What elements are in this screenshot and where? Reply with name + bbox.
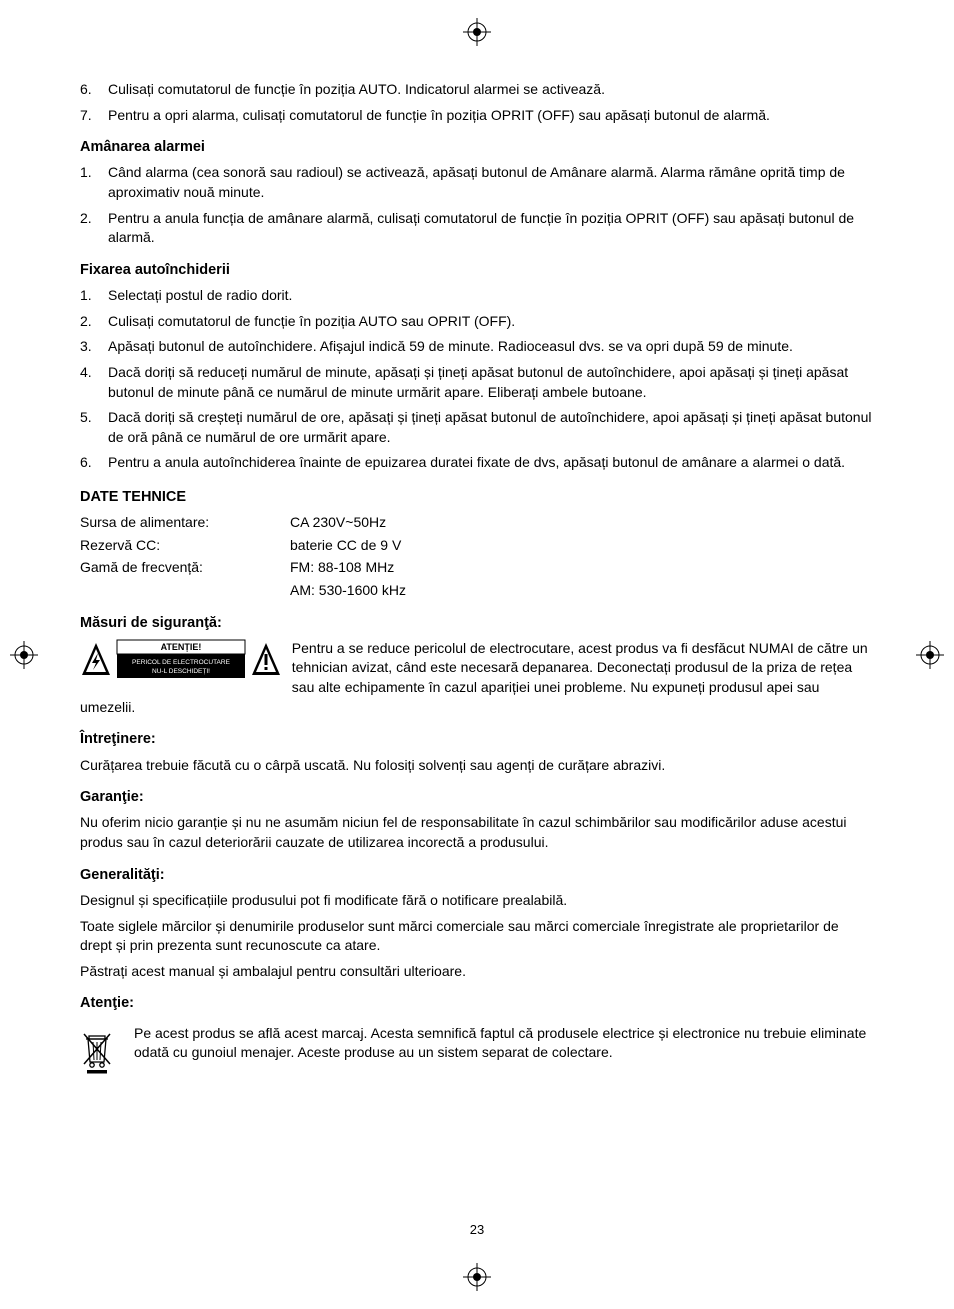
list-text: Dacă doriți să reduceți numărul de minut…: [108, 363, 874, 402]
list-item: 1.Selectați postul de radio dorit.: [80, 286, 874, 306]
heading-safety: Măsuri de siguranţă:: [80, 613, 874, 633]
list-text: Culisați comutatorul de funcție în poziț…: [108, 312, 874, 332]
spec-label: [80, 581, 290, 601]
spec-label: Gamă de frecvență:: [80, 558, 290, 578]
print-registration-icon: [463, 1263, 491, 1291]
list-number: 2.: [80, 209, 108, 248]
caution-line1: PERICOL DE ELECTROCUTARE: [132, 659, 231, 666]
list-initial: 6.Culisați comutatorul de funcție în poz…: [80, 80, 874, 125]
spec-value: baterie CC de 9 V: [290, 536, 874, 556]
page-number: 23: [470, 1221, 484, 1239]
list-text: Pentru a opri alarma, culisați comutator…: [108, 106, 874, 126]
caution-label-box: ATENȚIE! PERICOL DE ELECTROCUTARE NU-L D…: [116, 639, 246, 685]
list-text: Pentru a anula funcția de amânare alarmă…: [108, 209, 874, 248]
list-item: 7.Pentru a opri alarma, culisați comutat…: [80, 106, 874, 126]
warning-triangle-exclaim-icon: [250, 639, 282, 679]
list-text: Selectați postul de radio dorit.: [108, 286, 874, 306]
weee-bin-icon: [80, 1030, 114, 1080]
list-number: 6.: [80, 453, 108, 473]
table-row: AM: 530-1600 kHz: [80, 581, 874, 601]
list-text: Apăsați butonul de autoînchidere. Afișaj…: [108, 337, 874, 357]
list-item: 2.Pentru a anula funcția de amânare alar…: [80, 209, 874, 248]
warning-triangle-bolt-icon: [80, 639, 112, 679]
list-item: 4.Dacă doriți să reduceți numărul de min…: [80, 363, 874, 402]
list-number: 5.: [80, 408, 108, 447]
heading-general: Generalităţi:: [80, 865, 874, 885]
list-text: Când alarma (cea sonoră sau radioul) se …: [108, 163, 874, 202]
list-number: 6.: [80, 80, 108, 100]
table-row: Sursa de alimentare:CA 230V~50Hz: [80, 513, 874, 533]
heading-sleep: Fixarea autoînchiderii: [80, 260, 874, 280]
safety-block: ATENȚIE! PERICOL DE ELECTROCUTARE NU-L D…: [80, 639, 874, 717]
list-number: 1.: [80, 286, 108, 306]
safety-icons-group: ATENȚIE! PERICOL DE ELECTROCUTARE NU-L D…: [80, 639, 282, 685]
caution-title: ATENȚIE!: [160, 642, 201, 652]
spec-value: AM: 530-1600 kHz: [290, 581, 874, 601]
list-item: 6.Pentru a anula autoînchiderea înainte …: [80, 453, 874, 473]
list-text: Dacă doriți să creșteți numărul de ore, …: [108, 408, 874, 447]
spec-value: CA 230V~50Hz: [290, 513, 874, 533]
list-item: 3.Apăsați butonul de autoînchidere. Afiș…: [80, 337, 874, 357]
spec-value: FM: 88-108 MHz: [290, 558, 874, 578]
caution-line2: NU-L DESCHIDEȚI!: [152, 668, 210, 675]
tech-table: Sursa de alimentare:CA 230V~50Hz Rezervă…: [80, 513, 874, 600]
general-p2: Toate siglele mărcilor și denumirile pro…: [80, 917, 874, 956]
list-snooze: 1.Când alarma (cea sonoră sau radioul) s…: [80, 163, 874, 247]
heading-warranty: Garanţie:: [80, 787, 874, 807]
list-number: 7.: [80, 106, 108, 126]
list-item: 1.Când alarma (cea sonoră sau radioul) s…: [80, 163, 874, 202]
spec-label: Sursa de alimentare:: [80, 513, 290, 533]
list-sleep: 1.Selectați postul de radio dorit. 2.Cul…: [80, 286, 874, 473]
attention-text: Pe acest produs se află acest marcaj. Ac…: [134, 1024, 874, 1063]
print-registration-icon: [463, 18, 491, 46]
table-row: Gamă de frecvență:FM: 88-108 MHz: [80, 558, 874, 578]
heading-attention: Atenţie:: [80, 993, 874, 1013]
maintenance-text: Curățarea trebuie făcută cu o cârpă usca…: [80, 756, 874, 776]
heading-snooze: Amânarea alarmei: [80, 137, 874, 157]
table-row: Rezervă CC:baterie CC de 9 V: [80, 536, 874, 556]
list-item: 2.Culisați comutatorul de funcție în poz…: [80, 312, 874, 332]
list-text: Pentru a anula autoînchiderea înainte de…: [108, 453, 874, 473]
spec-label: Rezervă CC:: [80, 536, 290, 556]
general-p1: Designul și specificațiile produsului po…: [80, 891, 874, 911]
general-p3: Păstrați acest manual și ambalajul pentr…: [80, 962, 874, 982]
list-item: 6.Culisați comutatorul de funcție în poz…: [80, 80, 874, 100]
print-registration-icon: [916, 641, 944, 669]
list-number: 4.: [80, 363, 108, 402]
list-number: 3.: [80, 337, 108, 357]
heading-tech: DATE TEHNICE: [80, 487, 874, 507]
list-text: Culisați comutatorul de funcție în poziț…: [108, 80, 874, 100]
heading-maintenance: Întreţinere:: [80, 729, 874, 749]
list-item: 5.Dacă doriți să creșteți numărul de ore…: [80, 408, 874, 447]
list-number: 1.: [80, 163, 108, 202]
print-registration-icon: [10, 641, 38, 669]
page-content: 6.Culisați comutatorul de funcție în poz…: [0, 0, 954, 1119]
warranty-text: Nu oferim nicio garanție și nu ne asumăm…: [80, 813, 874, 852]
attention-block: Pe acest produs se află acest marcaj. Ac…: [80, 1024, 874, 1080]
list-number: 2.: [80, 312, 108, 332]
